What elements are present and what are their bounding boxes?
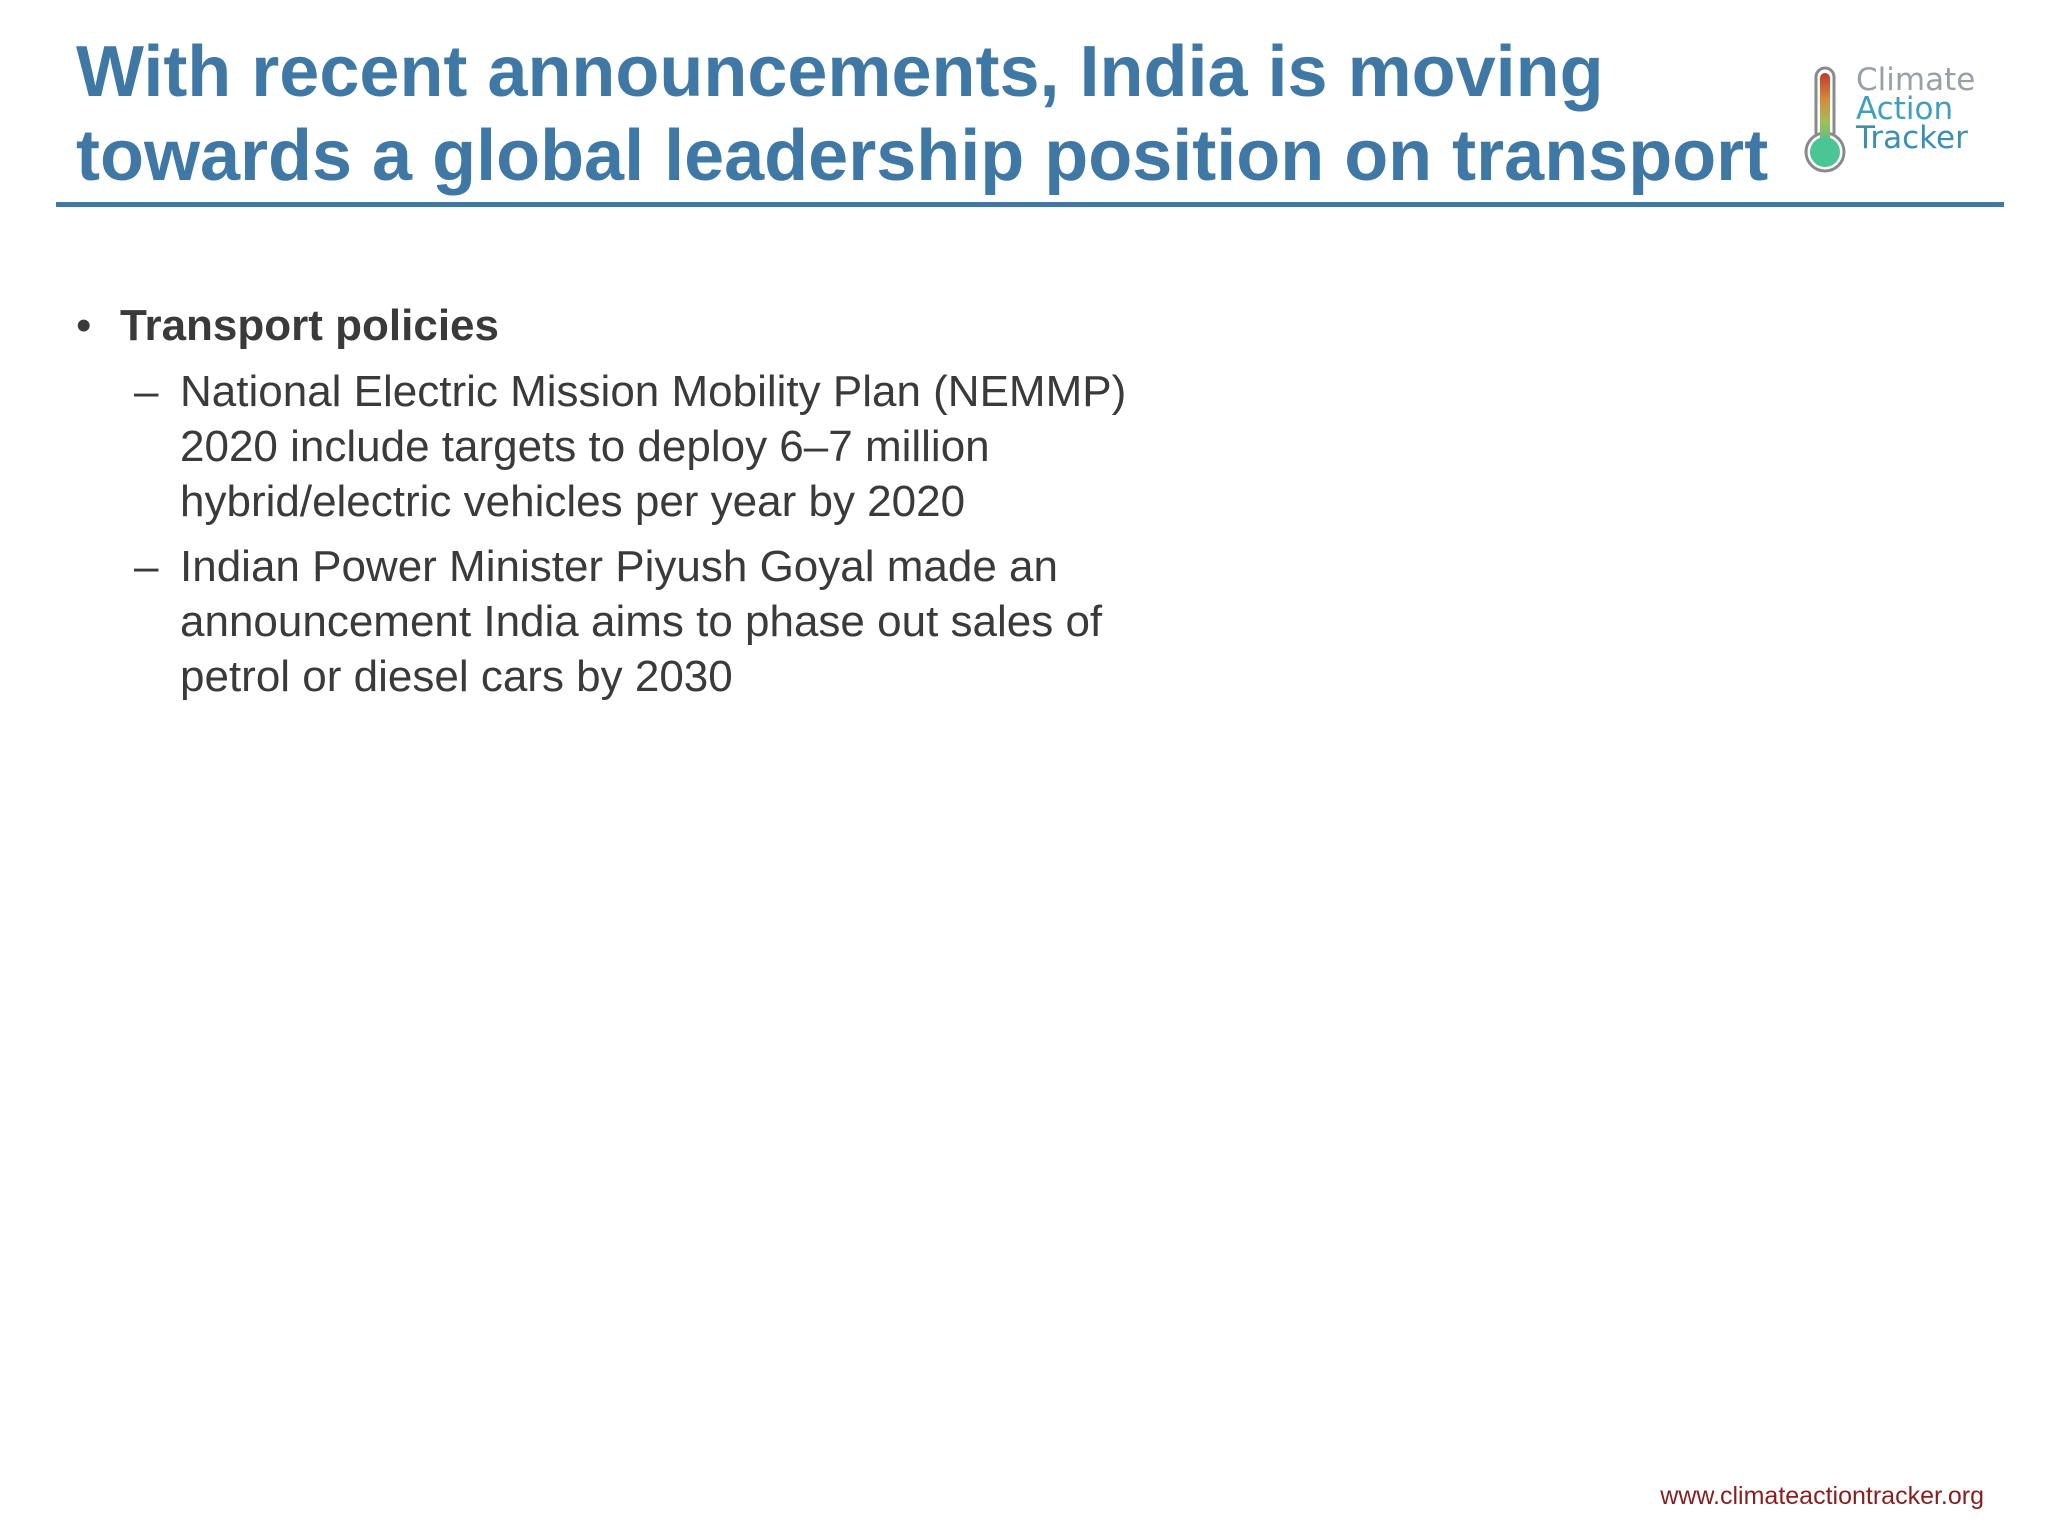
sub-bullet-line: petrol or diesel cars by 2030	[180, 649, 1276, 704]
slide-title: With recent announcements, India is movi…	[76, 30, 1776, 198]
slide-body: • Transport policies – National Electric…	[76, 296, 1276, 704]
sub-bullet-line: announcement India aims to phase out sal…	[180, 594, 1276, 649]
logo-word-tracker: Tracker	[1856, 124, 1975, 153]
sub-bullet-line: 2020 include targets to deploy 6–7 milli…	[180, 419, 1276, 474]
thermometer-icon	[1800, 64, 1852, 174]
bullet-marker: •	[76, 296, 91, 356]
climate-action-tracker-logo: Climate Action Tracker	[1800, 64, 2000, 174]
sub-bullet-line: National Electric Mission Mobility Plan …	[180, 364, 1276, 419]
slide-title-line-2: towards a global leadership position on …	[76, 114, 1776, 198]
title-divider	[56, 202, 2004, 207]
sub-bullet-line: hybrid/electric vehicles per year by 202…	[180, 474, 1276, 529]
footer-url: www.climateactiontracker.org	[1660, 1482, 1984, 1511]
sub-bullet-marker: –	[134, 364, 158, 419]
bullet-heading-text: Transport policies	[120, 301, 499, 350]
bullet-heading: • Transport policies	[76, 296, 1276, 356]
sub-bullet-line: Indian Power Minister Piyush Goyal made …	[180, 539, 1276, 594]
sub-bullet-phase-out: – Indian Power Minister Piyush Goyal mad…	[180, 539, 1276, 704]
sub-bullet-marker: –	[134, 539, 158, 594]
slide-title-line-1: With recent announcements, India is movi…	[76, 30, 1776, 114]
sub-bullet-nemmp: – National Electric Mission Mobility Pla…	[180, 364, 1276, 529]
logo-wordmark: Climate Action Tracker	[1856, 66, 1975, 153]
